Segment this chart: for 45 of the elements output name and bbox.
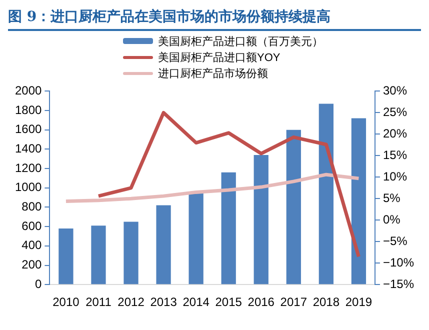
bar (124, 222, 138, 284)
y-tick-label: 800 (22, 200, 42, 214)
x-tick-label: 2016 (248, 295, 275, 310)
y-tick-label: 0 (35, 276, 42, 291)
y2-tick-label: 5% (382, 190, 401, 205)
x-tick-label: 2012 (118, 295, 145, 310)
bar (318, 104, 334, 284)
y-tick-label: 1600 (14, 122, 42, 136)
x-tick-label: 2017 (280, 295, 308, 310)
y-tick-label: 1200 (14, 160, 42, 175)
x-tick-label: 2010 (52, 295, 80, 310)
legend-label: 美国厨柜产品进口额YOY (158, 50, 280, 64)
x-tick-label: 2015 (215, 295, 242, 310)
legend-label: 进口厨柜产品市场份额 (158, 66, 268, 80)
x-tick-label: 2014 (182, 295, 210, 310)
bar (286, 130, 301, 284)
y2-tick-label: −15% (382, 276, 414, 291)
bar (91, 226, 106, 284)
x-tick-label: 2011 (86, 295, 112, 310)
bar (58, 228, 74, 284)
y-tick-label: 200 (22, 258, 42, 272)
bar (254, 155, 268, 284)
bar (221, 172, 236, 284)
bar (351, 118, 366, 284)
y2-tick-label: 15% (382, 148, 408, 162)
y-tick-label: 1800 (14, 102, 42, 117)
bar (188, 192, 204, 284)
x-tick-label: 2019 (345, 295, 372, 310)
y2-tick-label: 0% (382, 212, 401, 226)
y2-tick-label: 20% (382, 126, 408, 140)
y-tick-label: 400 (22, 238, 42, 252)
y2-tick-label: 25% (382, 105, 408, 119)
chart-title: 图 9：进口厨柜产品在美国市场的市场份额持续提高 (8, 8, 421, 31)
y-tick-label: 2000 (14, 84, 42, 98)
x-tick-label: 2018 (312, 295, 340, 310)
y2-tick-label: −10% (382, 255, 414, 270)
y2-tick-label: −5% (382, 234, 408, 248)
bar (156, 205, 171, 284)
y2-tick-label: 30% (382, 84, 408, 98)
y2-tick-label: 10% (382, 169, 408, 184)
legend-label: 美国厨柜产品进口额（百万美元） (158, 34, 323, 48)
y-tick-label: 1400 (14, 142, 42, 156)
y-tick-label: 600 (22, 218, 42, 233)
x-tick-label: 2013 (150, 295, 178, 310)
y-tick-label: 1000 (14, 180, 42, 194)
